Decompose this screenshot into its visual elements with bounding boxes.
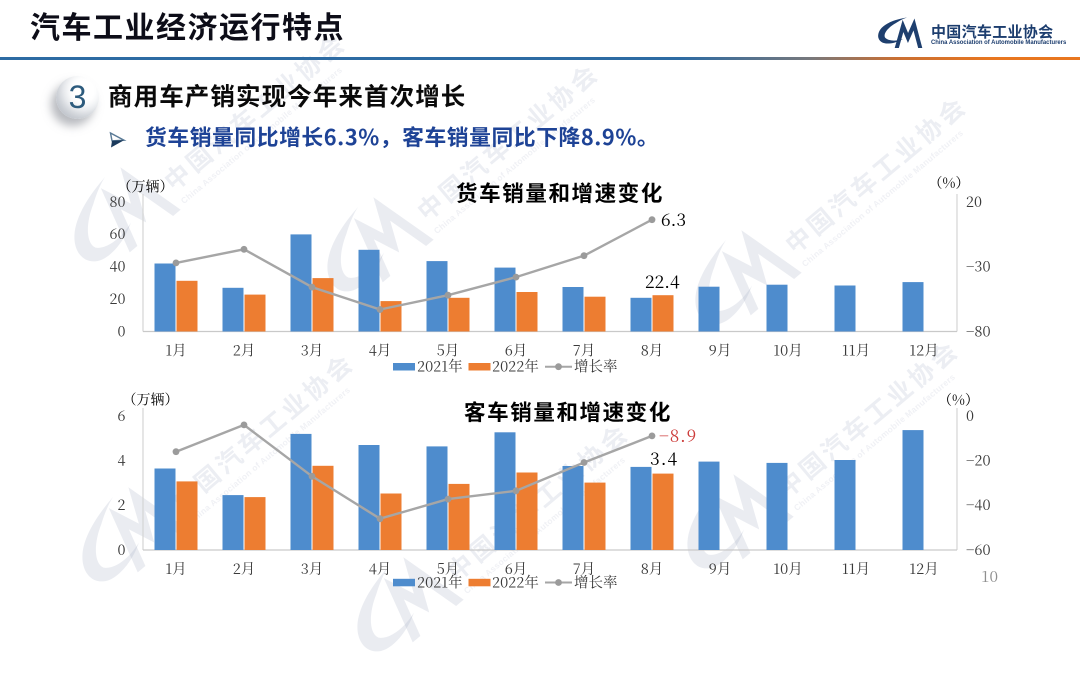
svg-text:5月: 5月 <box>437 558 460 579</box>
svg-text:9月: 9月 <box>709 558 732 579</box>
svg-text:7月: 7月 <box>573 340 595 361</box>
svg-text:−30: −30 <box>966 256 991 277</box>
svg-text:10月: 10月 <box>773 558 802 579</box>
svg-text:增长率: 增长率 <box>574 571 618 592</box>
svg-text:货车销量和增速变化: 货车销量和增速变化 <box>456 177 664 208</box>
svg-text:80: 80 <box>110 191 126 212</box>
svg-text:0: 0 <box>118 320 126 341</box>
svg-text:4月: 4月 <box>369 340 392 361</box>
svg-text:20: 20 <box>110 288 126 309</box>
svg-text:60: 60 <box>110 223 126 244</box>
svg-text:12月: 12月 <box>909 340 938 361</box>
svg-text:−20: −20 <box>966 450 991 471</box>
svg-text:−60: −60 <box>966 539 991 560</box>
svg-text:0: 0 <box>966 405 974 426</box>
svg-text:（万辆）: （万辆） <box>123 390 179 410</box>
svg-text:20: 20 <box>966 191 982 212</box>
svg-text:2月: 2月 <box>233 558 256 579</box>
svg-text:增长率: 增长率 <box>574 356 618 377</box>
svg-text:2021年: 2021年 <box>417 571 463 592</box>
svg-text:1月: 1月 <box>165 558 186 579</box>
svg-text:4: 4 <box>118 450 126 471</box>
svg-text:3月: 3月 <box>301 558 324 579</box>
svg-text:6: 6 <box>118 405 126 426</box>
svg-text:2月: 2月 <box>233 340 256 361</box>
svg-text:（%）: （%） <box>938 390 979 410</box>
svg-text:（%）: （%） <box>929 173 970 193</box>
svg-text:40: 40 <box>110 256 126 277</box>
svg-text:6.3: 6.3 <box>661 207 686 232</box>
svg-text:11月: 11月 <box>842 340 870 361</box>
svg-text:−8.9: −8.9 <box>659 422 697 447</box>
svg-text:12月: 12月 <box>909 558 938 579</box>
svg-text:（万辆）: （万辆） <box>118 177 174 197</box>
svg-text:0: 0 <box>118 539 126 560</box>
svg-text:6月: 6月 <box>505 558 528 579</box>
svg-text:22.4: 22.4 <box>645 269 680 294</box>
svg-text:2022年: 2022年 <box>492 571 539 592</box>
svg-text:3.4: 3.4 <box>650 446 678 471</box>
svg-text:9月: 9月 <box>709 340 732 361</box>
svg-text:2: 2 <box>118 494 126 515</box>
svg-text:−40: −40 <box>966 494 991 515</box>
svg-text:8月: 8月 <box>641 340 664 361</box>
svg-text:客车销量和增速变化: 客车销量和增速变化 <box>464 396 672 427</box>
svg-text:4月: 4月 <box>369 558 392 579</box>
svg-text:2022年: 2022年 <box>492 356 539 377</box>
svg-text:11月: 11月 <box>842 558 870 579</box>
svg-text:−80: −80 <box>966 320 991 341</box>
svg-text:8月: 8月 <box>641 558 664 579</box>
svg-text:7月: 7月 <box>573 558 595 579</box>
svg-text:6月: 6月 <box>505 340 528 361</box>
svg-text:2021年: 2021年 <box>417 356 463 377</box>
svg-text:1月: 1月 <box>165 340 186 361</box>
svg-text:10月: 10月 <box>773 340 802 361</box>
svg-text:3月: 3月 <box>301 340 324 361</box>
svg-text:5月: 5月 <box>437 340 460 361</box>
